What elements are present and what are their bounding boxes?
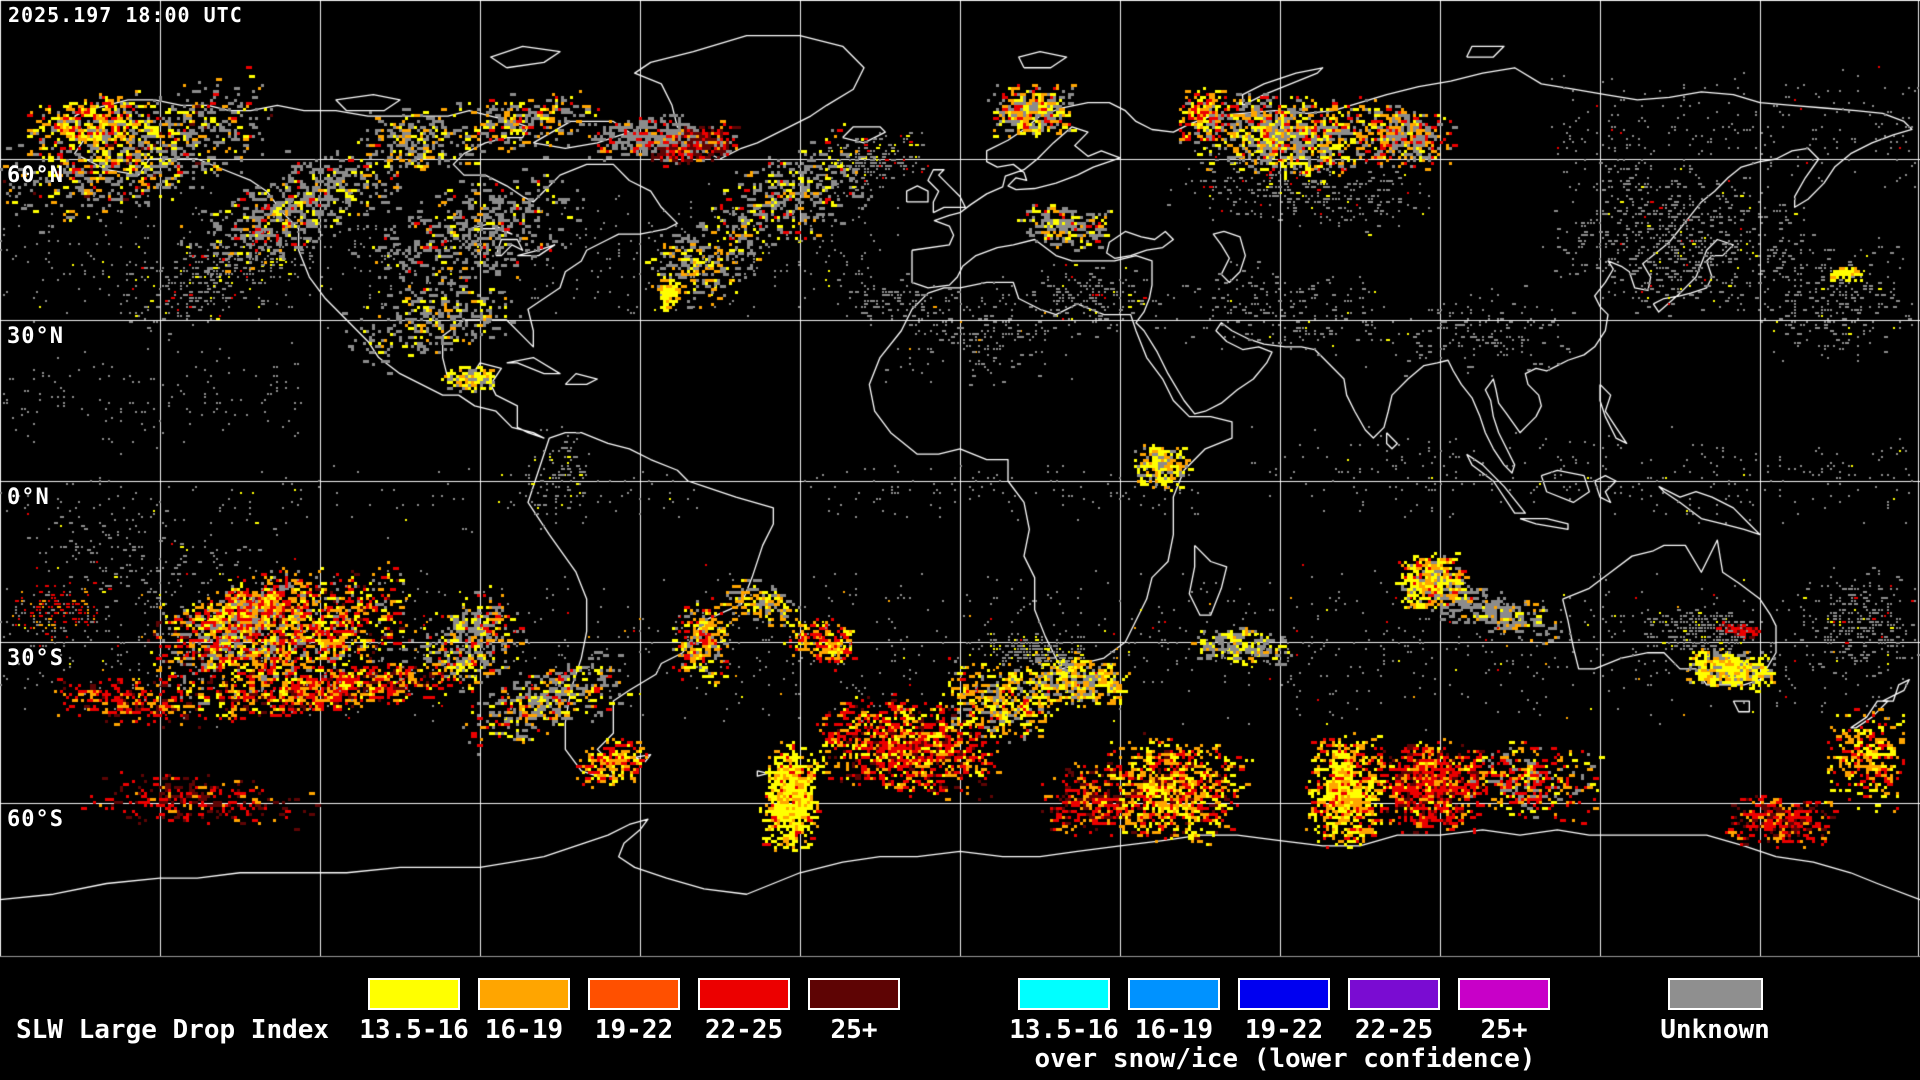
legend-swatch-label: 19-22: [594, 1015, 674, 1045]
legend-swatch-label: 16-19: [1134, 1015, 1214, 1045]
legend-swatch: [1238, 978, 1330, 1010]
legend-swatch: [698, 978, 790, 1010]
snow-ice-caption: over snow/ice (lower confidence): [1034, 1044, 1536, 1074]
legend-swatch: [808, 978, 900, 1010]
legend-swatch-label: 25+: [1480, 1015, 1528, 1045]
legend-swatch-label: 16-19: [484, 1015, 564, 1045]
latitude-label: 0°N: [7, 485, 50, 510]
legend-swatch: [478, 978, 570, 1010]
legend-swatch-label: 19-22: [1244, 1015, 1324, 1045]
legend-swatch: [1458, 978, 1550, 1010]
legend-title: SLW Large Drop Index: [16, 1015, 330, 1045]
legend-swatch: [1018, 978, 1110, 1010]
timestamp: 2025.197 18:00 UTC: [8, 3, 243, 27]
latitude-label: 30°N: [7, 324, 64, 349]
latitude-label: 60°S: [7, 807, 64, 832]
legend-swatch-label: 22-25: [704, 1015, 784, 1045]
legend-swatch-label: 13.5-16: [1009, 1015, 1119, 1045]
legend-swatch: [588, 978, 680, 1010]
legend-swatch: [1348, 978, 1440, 1010]
legend-swatch-label: 25+: [830, 1015, 878, 1045]
legend-swatch: [1668, 978, 1763, 1010]
latitude-label: 30°S: [7, 646, 64, 671]
legend-swatch-label: Unknown: [1660, 1015, 1770, 1045]
legend-swatch: [1128, 978, 1220, 1010]
legend-swatch-label: 13.5-16: [359, 1015, 469, 1045]
latitude-label: 60°N: [7, 163, 64, 188]
legend-swatch: [368, 978, 460, 1010]
legend-swatch-label: 22-25: [1354, 1015, 1434, 1045]
world-map-canvas: [0, 0, 1920, 958]
